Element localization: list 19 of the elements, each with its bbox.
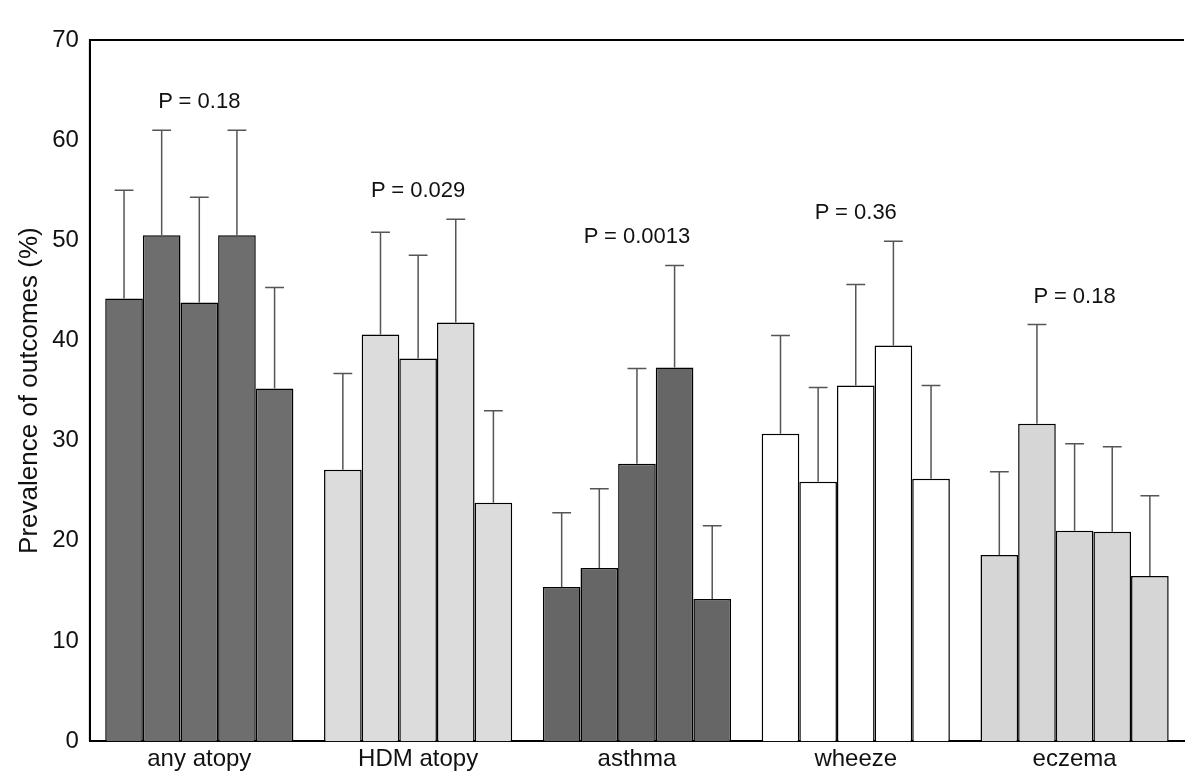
y-tick-label: 20	[52, 525, 79, 553]
x-tick-label: eczema	[1032, 744, 1118, 772]
annotation: P = 0.18	[158, 88, 241, 114]
x-tick-label: HDM atopy	[358, 744, 479, 772]
y-tick-label: 70	[52, 24, 79, 52]
annotation: P = 0.18	[1033, 282, 1116, 308]
annotation: P = 0.0013	[583, 223, 691, 249]
x-tick-label: asthma	[597, 744, 677, 772]
x-tick-label: wheeze	[813, 744, 898, 772]
x-tick-label: any atopy	[147, 744, 252, 772]
y-tick-label: 10	[52, 625, 79, 653]
annotation: P = 0.36	[814, 199, 897, 225]
y-tick-label: 0	[65, 725, 79, 753]
y-axis-title: Prevalence of outcomes (%)	[12, 227, 43, 554]
annotation: P = 0.029	[370, 177, 466, 203]
y-tick-label: 50	[52, 224, 79, 252]
y-tick-label: 40	[52, 325, 79, 353]
y-tick-label: 30	[52, 425, 79, 453]
y-tick-label: 60	[52, 124, 79, 152]
